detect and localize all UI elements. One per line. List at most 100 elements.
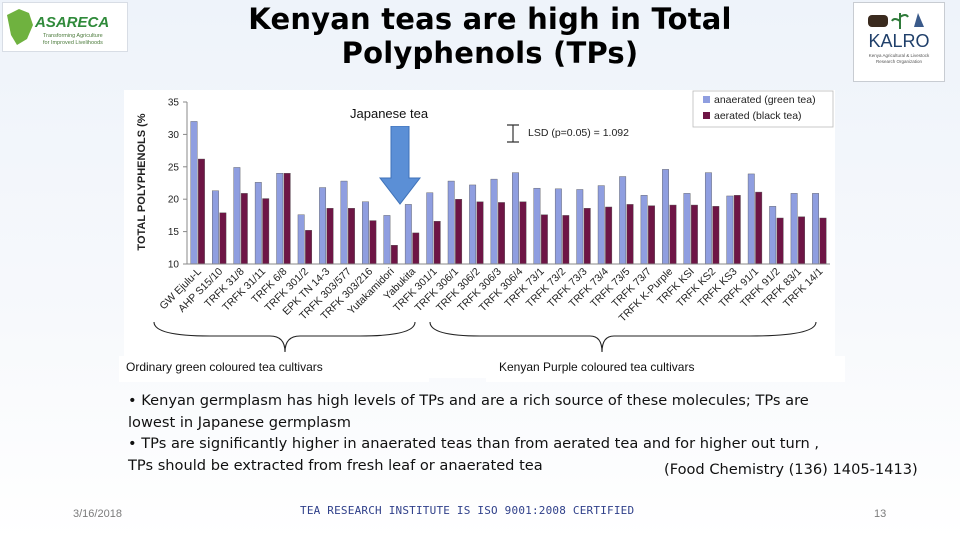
bar-anaerated-5 <box>297 214 305 265</box>
brace-ordinary <box>153 321 416 353</box>
y-axis-label: TOTAL POLYPHENOLS (% <box>136 113 148 250</box>
bar-anaerated-16 <box>533 187 541 265</box>
legend-label-aerated: aerated (black tea) <box>714 110 802 122</box>
bar-aerated-23 <box>690 204 698 265</box>
lsd-error-bar <box>507 124 519 143</box>
bar-aerated-18 <box>583 208 591 265</box>
flask-icon <box>914 13 924 27</box>
kalro-tagline-2: Research Organization <box>876 59 923 64</box>
bar-aerated-2 <box>240 193 248 265</box>
bar-aerated-5 <box>305 230 313 265</box>
bar-aerated-21 <box>648 205 655 265</box>
bar-anaerated-7 <box>340 180 348 265</box>
bar-anaerated-21 <box>640 195 648 265</box>
bar-anaerated-17 <box>554 188 562 265</box>
bar-anaerated-20 <box>619 176 627 265</box>
bar-aerated-25 <box>733 195 741 265</box>
y-tick-label: 30 <box>168 130 180 141</box>
bar-aerated-29 <box>819 217 827 265</box>
bar-anaerated-23 <box>683 193 691 265</box>
bar-aerated-4 <box>283 173 291 265</box>
bar-aerated-3 <box>262 198 270 265</box>
bar-anaerated-27 <box>769 206 777 265</box>
bar-aerated-16 <box>540 214 548 265</box>
bar-anaerated-0 <box>190 121 198 265</box>
bar-aerated-12 <box>455 198 463 265</box>
bar-anaerated-12 <box>447 180 455 265</box>
asareca-logo: ASARECA Transforming Agriculture for Imp… <box>2 2 128 52</box>
bar-anaerated-2 <box>233 167 241 265</box>
bar-anaerated-3 <box>254 182 262 265</box>
footer-certification: TEA RESEARCH INSTITUTE IS ISO 9001:2008 … <box>300 504 635 517</box>
bar-anaerated-1 <box>212 190 219 265</box>
bullet-text: • Kenyan germplasm has high levels of TP… <box>128 390 928 476</box>
bar-anaerated-11 <box>426 192 434 265</box>
asareca-tagline-1: Transforming Agriculture <box>43 33 103 39</box>
bar-aerated-13 <box>476 201 484 265</box>
kalro-name: KALRO <box>868 31 929 51</box>
lsd-label: LSD (p=0.05) = 1.092 <box>528 127 629 139</box>
japanese-tea-label: Japanese tea <box>350 106 429 121</box>
bar-anaerated-8 <box>362 201 369 265</box>
asareca-tagline-2: for Improved Livelihoods <box>43 40 103 46</box>
asareca-name: ASARECA <box>34 14 109 31</box>
bar-aerated-19 <box>605 206 613 265</box>
group-label-ordinary: Ordinary green coloured tea cultivars <box>119 356 429 382</box>
bar-anaerated-22 <box>662 169 669 265</box>
asareca-logo-graphic: ASARECA Transforming Agriculture for Imp… <box>7 9 109 46</box>
legend-label-anaerated: anaerated (green tea) <box>714 94 816 106</box>
bar-aerated-27 <box>776 217 784 265</box>
bullet-1-line-1: • Kenyan germplasm has high levels of TP… <box>128 392 809 409</box>
y-tick-label: 25 <box>168 162 180 173</box>
bar-anaerated-9 <box>383 215 391 265</box>
africa-map-icon <box>7 9 33 45</box>
bar-anaerated-14 <box>490 178 498 265</box>
kalro-tagline-1: Kenya Agricultural & Livestock <box>869 53 930 58</box>
bar-anaerated-4 <box>276 173 284 265</box>
bar-aerated-26 <box>755 191 763 265</box>
bar-aerated-22 <box>669 204 677 265</box>
bar-aerated-10 <box>412 232 420 265</box>
bar-anaerated-25 <box>726 195 734 265</box>
brace-purple <box>429 321 817 353</box>
bar-aerated-14 <box>498 202 505 265</box>
legend-swatch-aerated <box>703 112 710 119</box>
bar-anaerated-28 <box>790 193 798 265</box>
bullet-2-line-1: • TPs are significantly higher in anaera… <box>128 435 819 452</box>
bullet-2-line-2: TPs should be extracted from fresh leaf … <box>128 456 543 474</box>
bar-aerated-17 <box>562 215 570 265</box>
bar-anaerated-18 <box>576 189 584 265</box>
bar-anaerated-29 <box>812 193 819 265</box>
bar-aerated-15 <box>519 201 527 265</box>
cow-icon <box>868 15 888 27</box>
group-label-purple: Kenyan Purple coloured tea cultivars <box>486 356 845 382</box>
bar-anaerated-6 <box>319 187 327 265</box>
y-tick-label: 35 <box>168 98 180 109</box>
y-tick-label: 15 <box>168 227 180 238</box>
y-tick-label: 10 <box>168 260 180 271</box>
chart-legend: anaerated (green tea) aerated (black tea… <box>692 90 834 128</box>
bar-anaerated-24 <box>704 172 712 265</box>
chart-panel: 10 15 20 25 30 35 GW Ejulu-L AHP S15/10 TRFK 31… <box>124 90 835 378</box>
kalro-logo: KALRO Kenya Agricultural & Livestock Res… <box>853 2 945 82</box>
slide-title-line-2: Polyphenols (TPs) <box>341 36 639 70</box>
bar-aerated-7 <box>348 208 355 265</box>
bar-anaerated-19 <box>597 185 605 265</box>
plant-icon <box>891 13 909 29</box>
bar-anaerated-26 <box>747 173 755 265</box>
legend-swatch-anaerated <box>703 96 710 103</box>
bar-aerated-8 <box>369 220 377 265</box>
footer-date: 3/16/2018 <box>73 508 122 520</box>
bar-aerated-6 <box>326 208 334 265</box>
bar-aerated-0 <box>198 158 205 265</box>
bullet-1-line-2: lowest in Japanese germplasm <box>128 413 351 431</box>
y-tick-label: 20 <box>168 195 180 206</box>
page-number: 13 <box>874 508 887 520</box>
bar-aerated-11 <box>433 221 441 265</box>
bar-anaerated-10 <box>404 204 412 265</box>
bar-anaerated-15 <box>512 172 519 265</box>
legend-frame <box>692 90 834 128</box>
slide-title-line-1: Kenyan teas are high in Total <box>248 2 732 36</box>
citation: (Food Chemistry (136) 1405-1413) <box>664 461 918 478</box>
